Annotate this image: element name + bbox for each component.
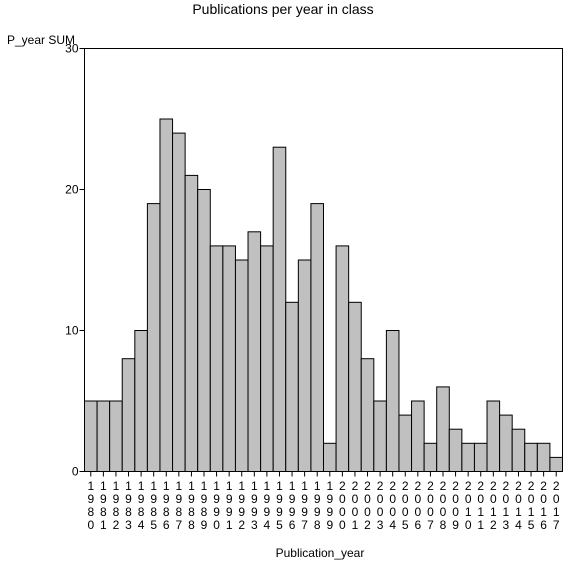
bar-1999 [323, 442, 337, 472]
bar-1998 [310, 203, 325, 472]
bar-1993 [247, 231, 262, 472]
y-tick-label-0: 0 [72, 465, 79, 479]
y-axis-ticks: 0 10 20 30 [65, 42, 85, 479]
bar-1983 [121, 358, 136, 473]
bar-1986 [159, 118, 174, 472]
bar-2006 [411, 400, 425, 472]
bar-1991 [222, 245, 236, 472]
y-axis-label: P_year SUM [7, 33, 75, 47]
bar-1997 [297, 259, 312, 472]
bar-1995 [272, 146, 287, 472]
bar-2000 [335, 245, 350, 472]
bar-2001 [348, 301, 362, 472]
bar-1988 [184, 174, 199, 472]
bar-2004 [385, 330, 400, 472]
bar-1984 [134, 330, 148, 472]
x-axis-ticks: 1 9 8 0 1 9 8 1 1 9 8 2 1 9 8 3 1 9 8 4 1 9 8 5 1 9 8 6 1 9 8 7 1 9 8 8 1 9 8 9… [87, 471, 560, 532]
bar-1989 [197, 189, 211, 472]
x-axis-label: Publication_year [276, 546, 365, 560]
bar-1996 [285, 301, 299, 472]
bar-1990 [209, 245, 224, 472]
bar-2002 [360, 358, 375, 473]
bar-1987 [172, 132, 186, 472]
bar-2013 [499, 414, 513, 473]
bar-2008 [436, 386, 450, 472]
y-tick-label-20: 20 [65, 183, 79, 197]
bar-2010 [461, 442, 475, 472]
bar-1994 [260, 245, 274, 472]
bar-2017 [549, 456, 563, 472]
bar-1980 [84, 400, 98, 472]
bar-2007 [423, 442, 438, 472]
bar-2015 [524, 442, 538, 472]
y-tick-label-30: 30 [65, 42, 79, 56]
bar-2014 [511, 428, 526, 473]
bar-1981 [96, 400, 111, 472]
bar-1992 [234, 259, 249, 472]
bar-2003 [373, 400, 387, 472]
bar-2012 [486, 400, 501, 472]
bar-2016 [536, 442, 551, 472]
bar-2011 [473, 442, 488, 472]
chart-title: Publications per year in class [192, 1, 373, 17]
y-tick-label-10: 10 [65, 324, 79, 338]
plot-frame [84, 48, 563, 472]
bar-1982 [109, 400, 123, 472]
bar-2009 [448, 428, 463, 473]
bar-1985 [146, 203, 161, 472]
bars [84, 118, 563, 473]
bar-2005 [398, 414, 413, 473]
